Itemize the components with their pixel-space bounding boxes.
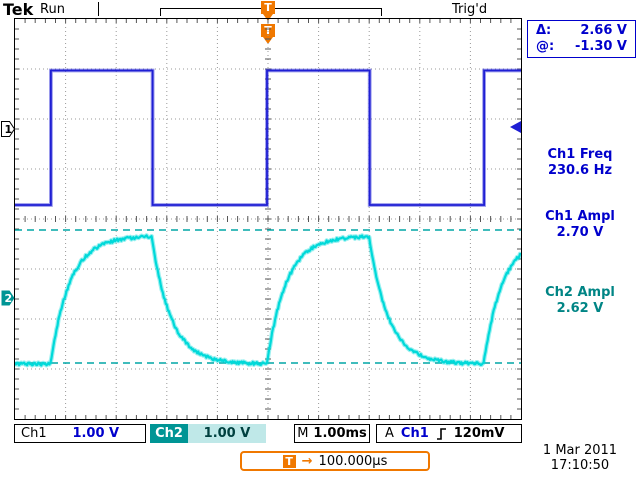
oscilloscope-screen: Tek Run T T Trig'd 1 2 Δ: 2.66 V @: -1.3… bbox=[0, 0, 640, 480]
date-text: 1 Mar 2011 bbox=[524, 443, 636, 458]
measurement-ch2-ampl: Ch2 Ampl 2.62 V bbox=[524, 285, 636, 317]
trigger-position-readout: T → 100.000µs bbox=[240, 451, 430, 471]
cursor-at-value: -1.30 V bbox=[575, 39, 627, 55]
ch2-scale-value: 1.00 V bbox=[188, 424, 266, 443]
rising-edge-icon bbox=[436, 427, 447, 441]
cursor-delta-value: 2.66 V bbox=[580, 23, 627, 39]
ch1-position-marker: 1 bbox=[1, 121, 15, 137]
trigger-position-t-icon-top: T bbox=[261, 1, 275, 14]
right-arrow-icon: → bbox=[302, 454, 313, 469]
timebase-label: M bbox=[297, 426, 308, 441]
trigger-t-icon: T bbox=[283, 455, 296, 468]
datetime: 1 Mar 2011 17:10:50 bbox=[524, 443, 636, 473]
measurement-label: Ch1 Ampl bbox=[524, 209, 636, 225]
ch2-marker-label: 2 bbox=[5, 292, 13, 305]
tek-logo: Tek bbox=[3, 0, 33, 19]
topbar-divider bbox=[98, 2, 99, 16]
ch1-scale-readout: Ch1 1.00 V bbox=[14, 424, 146, 443]
measurement-ch1-ampl: Ch1 Ampl 2.70 V bbox=[524, 209, 636, 241]
trigger-source: Ch1 bbox=[401, 426, 429, 441]
trigger-status: Trig'd bbox=[452, 2, 487, 17]
cursor-at-row: @: -1.30 V bbox=[528, 39, 635, 55]
measurement-value: 2.62 V bbox=[524, 301, 636, 317]
measurement-value: 2.70 V bbox=[524, 225, 636, 241]
graticule bbox=[14, 18, 522, 420]
cursor-delta-label: Δ: bbox=[536, 23, 551, 39]
trigger-level-value: 120mV bbox=[454, 426, 505, 441]
cursor-delta-row: Δ: 2.66 V bbox=[528, 23, 635, 39]
ch2-position-marker: 2 bbox=[1, 290, 15, 306]
ch1-marker-label: 1 bbox=[5, 123, 13, 136]
trigger-line-label: A bbox=[385, 426, 394, 441]
cursor-at-label: @: bbox=[536, 39, 554, 55]
waveform-display bbox=[15, 19, 521, 419]
ch2-scale-readout: Ch2 1.00 V bbox=[150, 424, 266, 443]
time-text: 17:10:50 bbox=[524, 458, 636, 473]
ch1-scale-value: 1.00 V bbox=[47, 426, 145, 441]
ch1-label: Ch1 bbox=[15, 426, 47, 441]
cursor-readout: Δ: 2.66 V @: -1.30 V bbox=[527, 20, 636, 58]
timebase-readout: M 1.00ms bbox=[294, 424, 370, 443]
measurement-label: Ch2 Ampl bbox=[524, 285, 636, 301]
trigger-position-value: 100.000µs bbox=[319, 454, 388, 469]
ch2-label: Ch2 bbox=[150, 424, 188, 443]
acquisition-status: Run bbox=[40, 2, 65, 17]
measurement-label: Ch1 Freq bbox=[524, 147, 636, 163]
measurement-ch1-freq: Ch1 Freq 230.6 Hz bbox=[524, 147, 636, 179]
measurement-value: 230.6 Hz bbox=[524, 163, 636, 179]
timebase-value: 1.00ms bbox=[313, 426, 366, 441]
trigger-readout: A Ch1 120mV bbox=[376, 424, 522, 443]
